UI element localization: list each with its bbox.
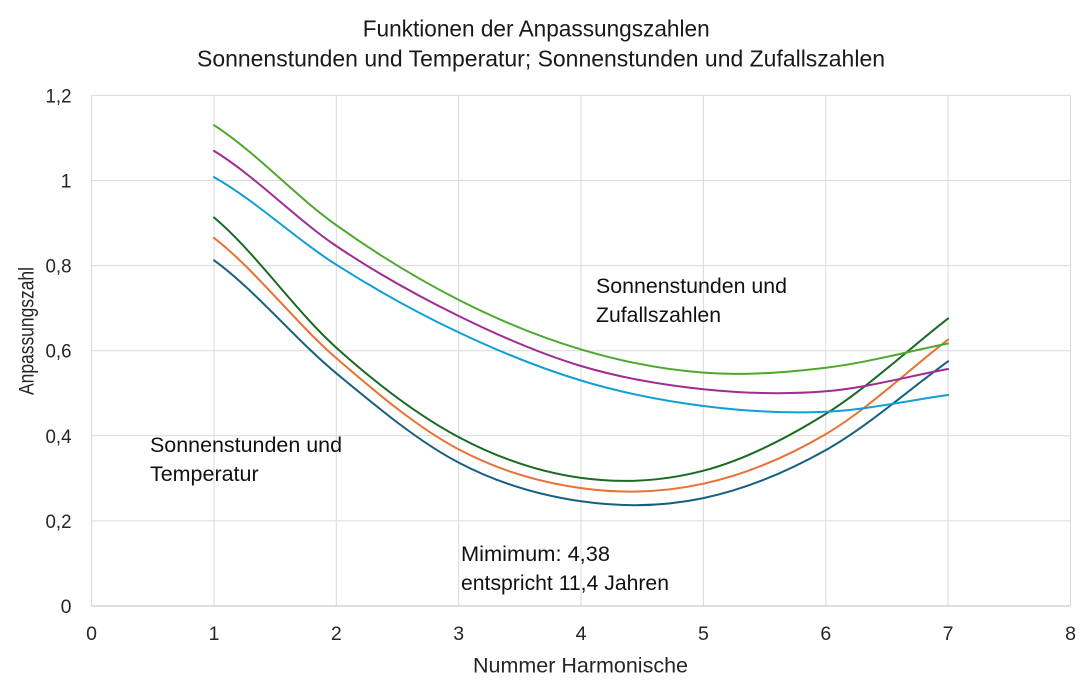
svg-text:2: 2 <box>331 623 342 645</box>
svg-text:1,2: 1,2 <box>46 85 72 107</box>
svg-text:0: 0 <box>61 596 72 618</box>
svg-text:4: 4 <box>576 623 587 645</box>
svg-text:Zufallszahlen: Zufallszahlen <box>596 304 721 327</box>
svg-text:1: 1 <box>61 171 72 193</box>
svg-text:5: 5 <box>698 623 709 645</box>
svg-text:Sonnenstunden und: Sonnenstunden und <box>596 275 787 298</box>
svg-text:0,8: 0,8 <box>46 256 72 278</box>
svg-text:Temperatur: Temperatur <box>150 463 259 486</box>
svg-text:Nummer Harmonische: Nummer Harmonische <box>473 655 688 678</box>
svg-text:0,4: 0,4 <box>46 426 72 448</box>
svg-text:6: 6 <box>820 623 831 645</box>
svg-text:1: 1 <box>209 623 220 645</box>
svg-text:8: 8 <box>1065 623 1076 645</box>
svg-text:Funktionen der Anpassungszahle: Funktionen der Anpassungszahlen <box>363 15 710 41</box>
svg-text:0,6: 0,6 <box>46 341 72 363</box>
svg-text:Sonnenstunden und: Sonnenstunden und <box>150 434 342 457</box>
svg-text:0,2: 0,2 <box>46 511 72 533</box>
svg-text:3: 3 <box>453 623 464 645</box>
svg-text:Sonnenstunden und Temperatur;: Sonnenstunden und Temperatur; Sonnenstun… <box>197 45 885 71</box>
svg-text:Mimimum: 4,38: Mimimum: 4,38 <box>461 543 610 566</box>
svg-text:Anpassungszahl: Anpassungszahl <box>16 267 39 395</box>
svg-text:entspricht 11,4 Jahren: entspricht 11,4 Jahren <box>461 572 669 595</box>
svg-text:0: 0 <box>86 623 97 645</box>
svg-text:7: 7 <box>943 623 954 645</box>
